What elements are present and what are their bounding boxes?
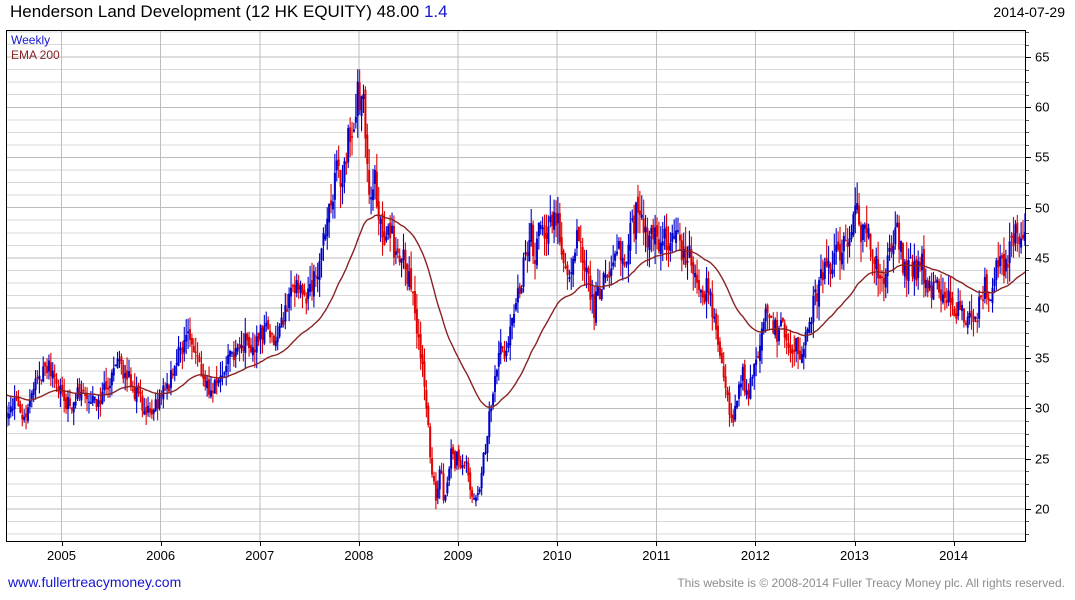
x-axis-label: 2009 (443, 548, 473, 563)
y-axis-minor-tick (1026, 245, 1029, 247)
y-axis-tick (1026, 308, 1031, 310)
y-axis-label: 60 (1035, 99, 1050, 115)
y-axis-minor-tick (1026, 270, 1029, 272)
x-axis-label: 2011 (642, 548, 671, 563)
x-axis-label: 2008 (344, 548, 374, 563)
y-axis-minor-tick (1026, 433, 1029, 435)
x-axis-tick (854, 542, 856, 546)
x-axis-label: 2010 (542, 548, 572, 563)
price-chart-svg (7, 31, 1025, 541)
gridlines (7, 31, 1025, 541)
instrument-name: Henderson Land Development (10, 2, 241, 21)
x-axis-label: 2014 (939, 548, 969, 563)
y-axis-label: 35 (1035, 350, 1050, 366)
y-axis-tick (1026, 508, 1031, 510)
chart-plot-area[interactable] (6, 30, 1026, 542)
y-axis-minor-tick (1026, 282, 1029, 284)
x-axis-tick (755, 542, 757, 546)
y-axis-minor-tick (1026, 119, 1029, 121)
y-axis-minor-tick (1026, 295, 1029, 297)
y-axis-minor-tick (1026, 182, 1029, 184)
page-title: Henderson Land Development (12 HK EQUITY… (10, 2, 448, 22)
y-axis-minor-tick (1026, 533, 1029, 535)
y-axis-minor-tick (1026, 232, 1029, 234)
y-axis-minor-tick (1026, 345, 1029, 347)
y-axis-minor-tick (1026, 132, 1029, 134)
last-price: 48.00 (376, 2, 420, 21)
y-axis-minor-tick (1026, 220, 1029, 222)
y-axis-tick (1026, 458, 1031, 460)
y-axis-minor-tick (1026, 483, 1029, 485)
x-axis-tick (358, 542, 360, 546)
chart-header: Henderson Land Development (12 HK EQUITY… (0, 0, 1075, 28)
x-axis-tick (656, 542, 658, 546)
y-axis-minor-tick (1026, 195, 1029, 197)
y-axis-tick (1026, 358, 1031, 360)
y-axis-label: 55 (1035, 149, 1050, 165)
y-axis-label: 25 (1035, 451, 1050, 467)
x-axis: 2005 2006 2007 2008 2009 2010 2011 2012 2013 2014 (6, 542, 1026, 568)
y-axis-label: 45 (1035, 250, 1050, 266)
y-axis-label: 40 (1035, 300, 1050, 316)
website-link[interactable]: www.fullertreacymoney.com (8, 574, 182, 590)
x-axis-label: 2013 (840, 548, 869, 563)
y-axis-minor-tick (1026, 144, 1029, 146)
y-axis-minor-tick (1026, 44, 1029, 46)
x-axis-tick (160, 542, 162, 546)
instrument-ticker: (12 HK EQUITY) (245, 2, 372, 21)
y-axis-tick (1026, 107, 1031, 109)
y-axis-label: 50 (1035, 200, 1050, 216)
y-axis-label: 65 (1035, 49, 1050, 65)
copyright-notice: This website is © 2008-2014 Fuller Treac… (677, 576, 1065, 590)
x-axis-label: 2005 (47, 548, 76, 563)
x-axis-tick (953, 542, 955, 546)
y-axis: 20 25 30 35 40 45 50 55 60 65 (1026, 30, 1074, 542)
y-axis-minor-tick (1026, 170, 1029, 172)
y-axis-minor-tick (1026, 395, 1029, 397)
y-axis-tick (1026, 157, 1031, 159)
y-axis-label: 30 (1035, 400, 1050, 416)
y-axis-tick (1026, 408, 1031, 410)
y-axis-minor-tick (1026, 94, 1029, 96)
x-axis-label: 2007 (245, 548, 275, 563)
y-axis-minor-tick (1026, 496, 1029, 498)
y-axis-minor-tick (1026, 69, 1029, 71)
chart-date: 2014-07-29 (993, 4, 1065, 20)
ema-200-line (7, 214, 1025, 408)
y-axis-minor-tick (1026, 320, 1029, 322)
y-axis-minor-tick (1026, 471, 1029, 473)
ohlc-bars (7, 69, 1025, 510)
y-axis-tick (1026, 207, 1031, 209)
price-change: 1.4 (423, 2, 448, 21)
x-axis-tick (259, 542, 261, 546)
y-axis-minor-tick (1026, 370, 1029, 372)
x-axis-tick (61, 542, 63, 546)
y-axis-minor-tick (1026, 446, 1029, 448)
y-axis-minor-tick (1026, 333, 1029, 335)
y-axis-minor-tick (1026, 383, 1029, 385)
x-axis-label: 2012 (740, 548, 770, 563)
y-axis-tick (1026, 257, 1031, 259)
x-axis-label: 2006 (146, 548, 176, 563)
y-axis-tick (1026, 57, 1031, 59)
y-axis-minor-tick (1026, 82, 1029, 84)
y-axis-minor-tick (1026, 521, 1029, 523)
y-axis-label: 20 (1035, 501, 1050, 517)
x-axis-tick (557, 542, 559, 546)
y-axis-minor-tick (1026, 32, 1029, 33)
x-axis-tick (458, 542, 459, 546)
y-axis-minor-tick (1026, 421, 1029, 423)
chart-footer: www.fullertreacymoney.com This website i… (0, 572, 1075, 600)
